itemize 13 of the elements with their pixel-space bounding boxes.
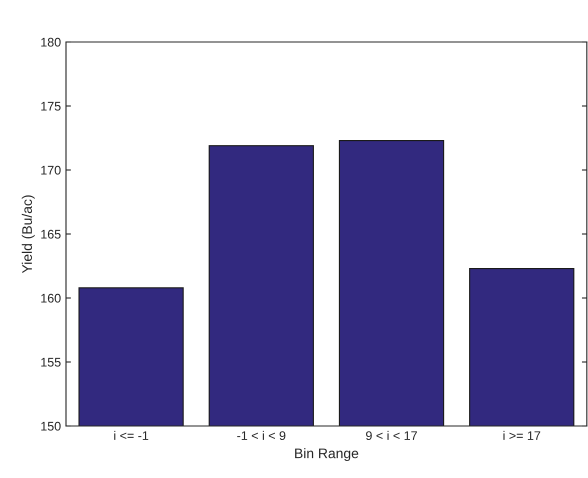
y-tick-label: 175: [41, 102, 61, 111]
x-tick-label: i <= -1: [114, 430, 148, 440]
y-tick-label: 155: [41, 358, 61, 367]
y-tick-label: 150: [41, 422, 61, 431]
x-tick-label: i >= 17: [503, 430, 540, 440]
y-tick-label: 160: [41, 294, 61, 303]
y-tick-label: 170: [41, 166, 61, 175]
y-tick-label: 180: [41, 38, 61, 47]
y-axis-title: Yield (Bu/ac): [22, 195, 35, 274]
y-tick-label: 165: [41, 230, 61, 239]
x-tick-label: -1 < i < 9: [237, 430, 286, 440]
x-axis-title: Bin Range: [295, 448, 358, 462]
x-tick-label: 9 < i < 17: [366, 430, 417, 440]
